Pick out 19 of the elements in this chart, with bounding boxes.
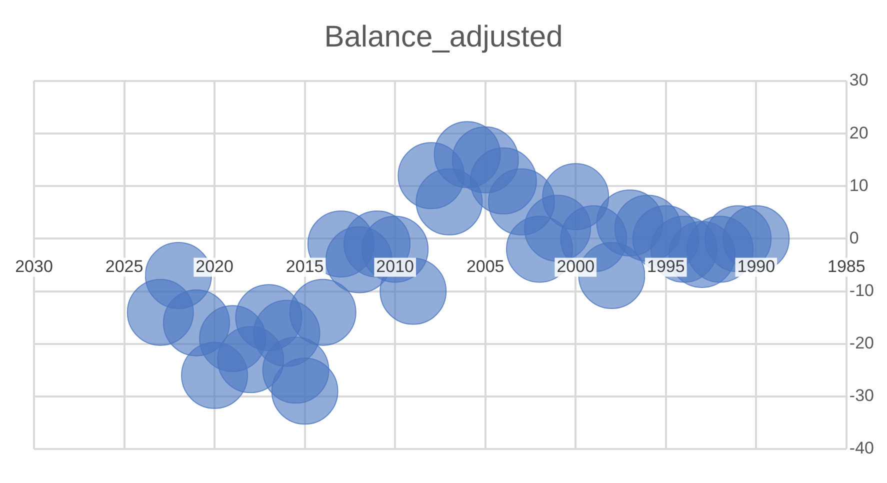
y-tick-label: -10 xyxy=(849,280,874,300)
x-tick-label: 1995 xyxy=(646,256,685,276)
chart-title: Balance_adjusted xyxy=(324,20,563,54)
y-tick-label: 30 xyxy=(849,70,868,90)
y-tick-label: -40 xyxy=(849,438,874,458)
x-tick-label: 2015 xyxy=(286,256,324,276)
x-tick-label: 1985 xyxy=(828,256,866,276)
x-tick-label: 2025 xyxy=(105,256,144,276)
y-tick-label: 10 xyxy=(849,176,868,195)
y-tick-label: 0 xyxy=(849,228,859,248)
x-tick-label: 1990 xyxy=(737,256,776,276)
y-tick-label: -30 xyxy=(849,386,874,406)
y-tick-label: 20 xyxy=(849,123,868,142)
y-tick-label: -20 xyxy=(849,334,874,353)
x-tick-label: 2030 xyxy=(15,256,53,276)
x-tick-label: 2005 xyxy=(466,256,504,276)
x-tick-label: 2010 xyxy=(376,256,414,276)
x-tick-label: 2020 xyxy=(196,256,234,276)
x-tick-label: 2000 xyxy=(556,256,595,276)
